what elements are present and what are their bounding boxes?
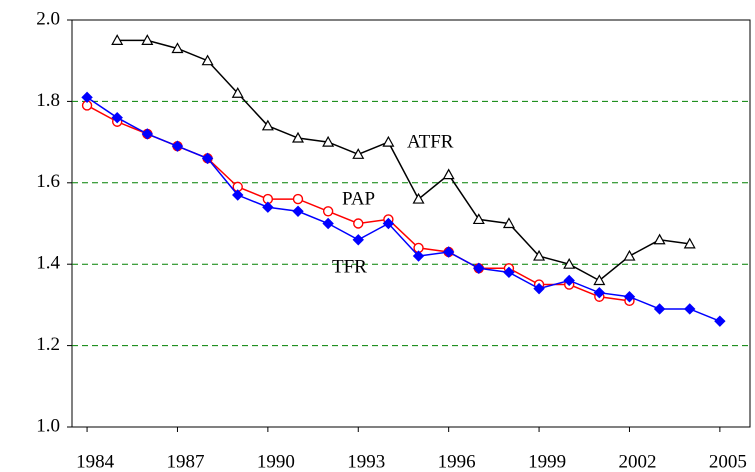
diamond-marker	[412, 250, 425, 262]
x-tick-label: 1999	[528, 451, 566, 472]
triangle-marker	[352, 148, 365, 159]
triangle-marker	[563, 257, 576, 269]
series-label: ATFR	[407, 131, 454, 152]
triangle-marker	[472, 213, 485, 225]
y-tick-label: 1.8	[36, 90, 60, 111]
triangle-marker	[231, 87, 244, 98]
diamond-marker	[623, 291, 636, 303]
diamond-marker	[473, 262, 485, 274]
diamond-marker	[201, 152, 214, 165]
series-line	[86, 96, 721, 322]
circle-marker	[322, 206, 334, 217]
circle-marker	[353, 218, 364, 229]
triangle-marker	[322, 135, 335, 147]
x-tick-label: 1984	[76, 451, 115, 472]
diamond-marker	[382, 217, 395, 230]
diamond-marker	[503, 266, 515, 279]
series-line	[117, 39, 690, 282]
triangle-marker	[111, 34, 124, 45]
x-tick-label: 1996	[438, 451, 476, 472]
diamond-marker	[111, 111, 123, 124]
y-tick-label: 1.4	[36, 253, 60, 274]
triangle-marker	[141, 34, 154, 45]
y-tick-label: 1.2	[36, 334, 60, 355]
triangle-marker	[593, 274, 606, 286]
triangle-marker	[291, 131, 305, 143]
x-tick-label: 2005	[709, 451, 747, 472]
triangle-marker	[442, 168, 455, 180]
triangle-marker	[623, 249, 636, 261]
triangle-marker	[412, 192, 425, 204]
triangle-marker	[502, 217, 515, 229]
x-tick-label: 1990	[257, 451, 295, 472]
diamond-marker	[684, 303, 696, 315]
diamond-marker	[563, 274, 575, 287]
diamond-marker	[714, 315, 726, 327]
diamond-marker	[141, 128, 154, 140]
diamond-marker	[653, 303, 666, 315]
y-tick-label: 2.0	[36, 8, 60, 29]
diamond-marker	[232, 189, 244, 201]
diamond-marker	[171, 140, 184, 152]
diamond-marker	[322, 217, 334, 230]
diamond-marker	[292, 205, 304, 217]
series-label: PAP	[342, 188, 375, 209]
diamond-marker	[352, 234, 364, 246]
triangle-marker	[533, 249, 546, 261]
triangle-marker	[653, 233, 666, 245]
x-tick-label: 1987	[166, 451, 204, 472]
diamond-marker	[533, 282, 545, 295]
x-tick-label: 1993	[347, 451, 385, 472]
circle-marker	[292, 193, 304, 205]
diamond-marker	[81, 91, 93, 104]
series-label: TFR	[332, 256, 367, 277]
triangle-marker	[261, 119, 274, 131]
x-tick-label: 2002	[618, 451, 656, 472]
y-tick-label: 1.6	[36, 171, 60, 192]
triangle-marker	[683, 237, 696, 249]
diamond-marker	[593, 286, 606, 299]
triangle-marker	[171, 42, 184, 54]
diamond-marker	[262, 201, 274, 213]
diamond-marker	[442, 246, 455, 258]
y-tick-label: 1.0	[36, 415, 60, 436]
triangle-marker	[201, 54, 214, 66]
triangle-marker	[382, 135, 395, 147]
plot-frame	[71, 19, 751, 428]
